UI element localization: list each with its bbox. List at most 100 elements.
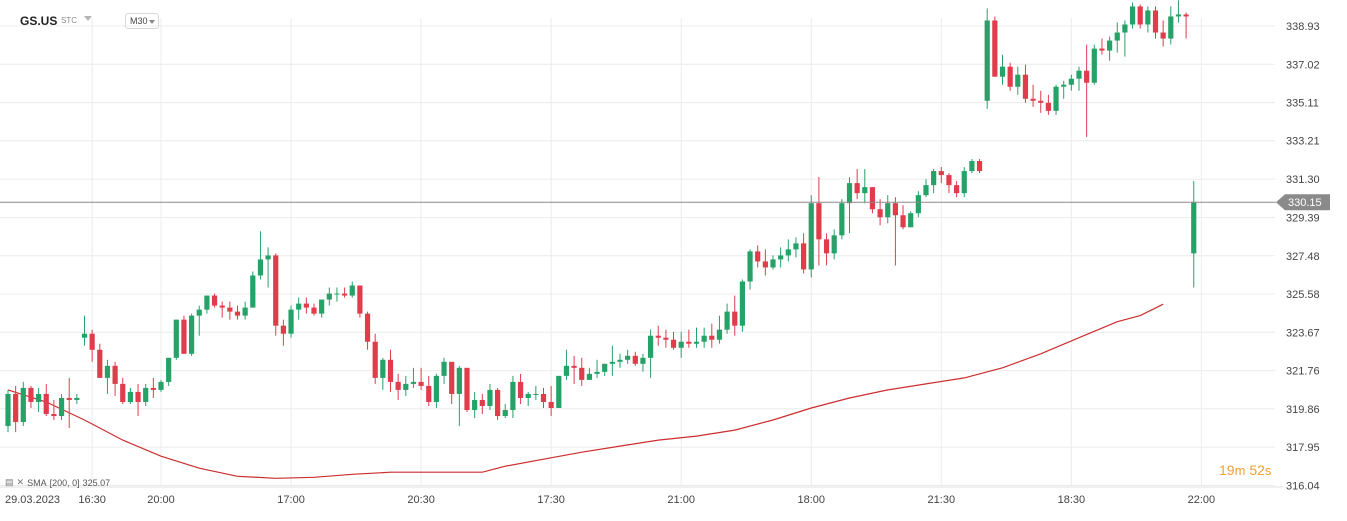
candle-body xyxy=(456,367,462,394)
symbol-label[interactable]: GS.US xyxy=(20,14,58,28)
candle-body xyxy=(97,349,103,378)
candle xyxy=(900,205,906,230)
candle xyxy=(1145,6,1151,33)
candle-body xyxy=(334,293,340,295)
candle xyxy=(204,295,210,314)
chevron-down-icon xyxy=(149,20,155,24)
candle-body xyxy=(709,335,715,340)
candle-body xyxy=(563,365,570,376)
candle-body xyxy=(280,325,286,334)
sma-line xyxy=(7,303,1164,479)
candle-body xyxy=(984,20,990,101)
candle-body xyxy=(66,397,72,400)
candle-body xyxy=(120,383,126,402)
list-icon[interactable]: ▤ xyxy=(5,477,14,487)
candle xyxy=(472,391,478,419)
candle-body xyxy=(173,319,179,358)
candle xyxy=(1122,20,1128,57)
candle-body xyxy=(801,243,807,270)
candle xyxy=(1076,66,1082,91)
candle xyxy=(449,361,455,404)
candle-body xyxy=(739,281,745,326)
timeframe-select[interactable]: M30 xyxy=(125,13,159,29)
candle-body xyxy=(915,195,921,214)
candle xyxy=(1061,80,1067,99)
candle-body xyxy=(701,335,707,342)
candle-body xyxy=(112,365,118,384)
candle xyxy=(548,385,554,417)
x-tick-label: 18:00 xyxy=(797,494,825,506)
candle-body xyxy=(755,251,761,262)
candle xyxy=(686,329,692,348)
candle xyxy=(1084,44,1090,137)
candle xyxy=(303,297,309,314)
y-tick-label: 331.30 xyxy=(1286,174,1320,186)
candle xyxy=(1191,181,1197,288)
chart-header: GS.US STC M30 xyxy=(0,0,1347,40)
candle-body xyxy=(770,259,776,268)
candle xyxy=(342,287,348,298)
candle-body xyxy=(410,381,417,384)
candle xyxy=(1099,38,1105,55)
candle-body xyxy=(319,299,325,314)
candle-body xyxy=(418,381,424,386)
candle xyxy=(1053,84,1059,115)
candle xyxy=(418,367,424,390)
candle xyxy=(1168,6,1174,45)
mode-label[interactable]: STC xyxy=(61,16,77,25)
candle xyxy=(999,54,1006,85)
candle-body xyxy=(609,361,615,364)
close-icon[interactable]: ✕ xyxy=(16,477,25,487)
candle xyxy=(1015,66,1021,95)
candle xyxy=(892,197,898,266)
candle-body xyxy=(74,397,80,400)
candle-body xyxy=(1191,202,1197,254)
candle xyxy=(433,373,439,408)
chevron-down-icon[interactable] xyxy=(84,16,92,21)
candle-body xyxy=(594,371,600,374)
candle xyxy=(609,345,615,376)
candle-body xyxy=(303,303,309,308)
candle xyxy=(808,195,814,278)
candle xyxy=(464,367,470,413)
candle xyxy=(579,357,585,386)
candle-body xyxy=(1061,84,1067,87)
x-tick-label: 20:00 xyxy=(147,494,175,506)
candle xyxy=(1022,64,1029,103)
candle-body xyxy=(785,249,791,256)
candle-body xyxy=(640,357,646,364)
indicator-name[interactable]: SMA xyxy=(27,477,47,488)
candle xyxy=(617,353,623,368)
candle xyxy=(1091,44,1097,85)
candle-body xyxy=(127,391,133,402)
candle-body xyxy=(808,203,814,270)
candle xyxy=(1030,84,1036,107)
candle xyxy=(219,301,225,318)
candle xyxy=(655,325,661,346)
candle-body xyxy=(1076,70,1082,79)
candle-body xyxy=(387,359,394,382)
candle xyxy=(395,373,401,400)
candle-body xyxy=(189,315,195,354)
candle-body xyxy=(540,393,547,402)
candle xyxy=(732,295,738,336)
candle-body xyxy=(51,414,57,417)
candle-body xyxy=(234,311,241,316)
y-tick-label: 327.48 xyxy=(1286,251,1320,263)
timer-seconds: 52 xyxy=(1249,462,1265,478)
candle xyxy=(104,359,111,394)
candle xyxy=(112,361,118,396)
candle-body xyxy=(976,161,983,172)
indicator-legend: ▤ ✕ SMA [200, 0] 325.07 xyxy=(5,477,110,488)
candle-body xyxy=(617,359,623,362)
candle-body xyxy=(1099,48,1105,51)
candle-body xyxy=(479,399,485,406)
candle-body xyxy=(969,161,975,172)
candle xyxy=(693,327,700,348)
candle-body xyxy=(1160,32,1166,39)
candle xyxy=(227,301,233,320)
candle-body xyxy=(862,187,868,194)
candle xyxy=(885,195,891,224)
